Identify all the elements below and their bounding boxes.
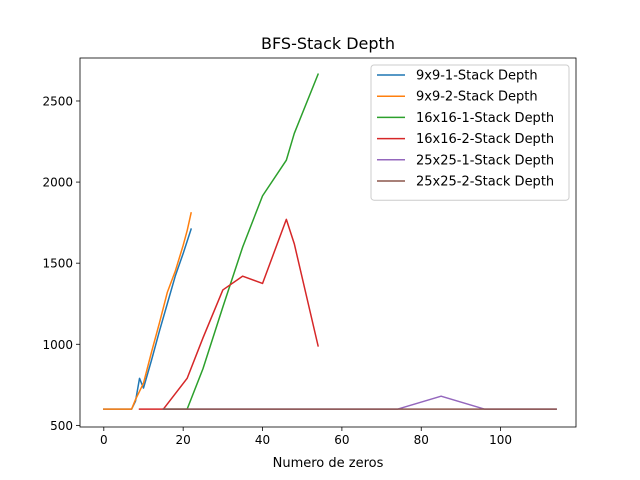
legend-label-3: 16x16-1-Stack Depth — [416, 111, 554, 126]
legend-label-2: 9x9-2-Stack Depth — [416, 90, 538, 105]
series-lines — [103, 73, 557, 410]
x-tick-label: 20 — [176, 433, 191, 447]
legend-label-6: 25x25-2-Stack Depth — [416, 175, 554, 190]
series-line-2 — [103, 212, 192, 410]
plot-frame — [79, 57, 577, 428]
x-tick-label: 0 — [100, 433, 108, 447]
y-tick-label: 1000 — [42, 338, 73, 352]
legend: 9x9-1-Stack Depth 9x9-2-Stack Depth 16x16-… — [370, 64, 570, 201]
x-tick-label: 40 — [255, 433, 270, 447]
legend-box — [370, 64, 570, 201]
y-tick-label: 1500 — [42, 257, 73, 271]
y-tick-label: 2000 — [42, 176, 73, 190]
x-tick-label: 80 — [414, 433, 429, 447]
x-axis-label: Numero de zeros — [273, 456, 384, 471]
legend-label-1: 9x9-1-Stack Depth — [416, 69, 538, 84]
y-tick-label: 500 — [50, 419, 73, 433]
legend-label-4: 16x16-2-Stack Depth — [416, 132, 554, 147]
chart-title: BFS-Stack Depth — [261, 34, 395, 53]
series-line-1 — [103, 228, 193, 410]
series-line-5 — [162, 395, 557, 410]
series-line-4 — [138, 218, 319, 410]
legend-label-5: 25x25-1-Stack Depth — [416, 153, 554, 168]
y-tick-label: 2500 — [42, 94, 73, 108]
x-tick-label: 60 — [334, 433, 349, 447]
x-tick-label: 100 — [489, 433, 512, 447]
axes: 0 20 40 60 80 100 500 1000 1500 2000 2500 — [42, 57, 577, 447]
